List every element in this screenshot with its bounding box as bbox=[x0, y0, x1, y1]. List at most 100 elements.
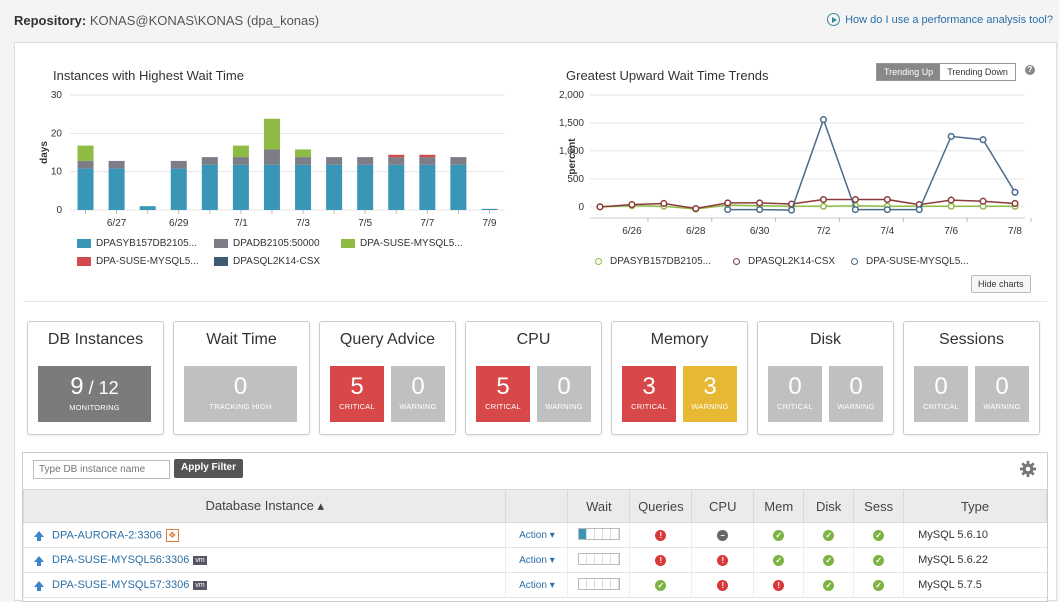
line-point bbox=[947, 132, 955, 140]
tile-title: Wait Time bbox=[206, 331, 277, 348]
main-panel: Instances with Highest Wait Time 0 10 20 30… bbox=[14, 42, 1057, 602]
table-row[interactable]: DPA-SUSE-MYSQL57:3306 vm Action ▾ ✓!! ✓ ✓ MySQ… bbox=[22, 572, 1047, 598]
table-row[interactable]: DPA-AURORA-2:3306 ❖ Action ▾! – ✓ ✓ ✓ MySQL 5.6… bbox=[22, 522, 1047, 548]
bar-segment bbox=[357, 164, 374, 210]
tile-disk[interactable]: Disk 0 CRITICAL 0 WARNING bbox=[757, 321, 894, 435]
help-link-text[interactable]: How do I use a performance analysis tool… bbox=[845, 13, 1053, 26]
action-dropdown[interactable]: Action ▾ bbox=[519, 555, 555, 566]
tile-count: 0 bbox=[788, 373, 802, 400]
action-dropdown[interactable]: Action ▾ bbox=[519, 530, 555, 541]
tile-count: 5 bbox=[496, 373, 510, 400]
tile-status-label: WARNING bbox=[983, 402, 1021, 411]
tile-title: Memory bbox=[650, 331, 709, 348]
aws-icon: ❖ bbox=[165, 528, 179, 542]
tile-count: 3 bbox=[703, 373, 717, 400]
bar-segment bbox=[295, 157, 312, 165]
bar-y-axis-label: days bbox=[39, 141, 50, 164]
trend-toggle: Trending Up Trending Down bbox=[876, 63, 1016, 81]
bar-segment bbox=[419, 154, 436, 158]
line-point bbox=[947, 196, 955, 204]
line-y-tick-label: 1,000 bbox=[559, 146, 584, 157]
help-icon[interactable]: ? bbox=[1025, 65, 1035, 75]
instance-link[interactable]: DPA-SUSE-MYSQL56:3306 bbox=[52, 554, 190, 566]
legend-swatch bbox=[214, 239, 228, 248]
tile-wait-time[interactable]: Wait Time 0 TRACKING HIGH bbox=[173, 321, 310, 435]
instance-type: MySQL 5.6.22 bbox=[903, 547, 1047, 573]
hide-charts-button[interactable]: Hide charts bbox=[971, 275, 1031, 293]
ok-check-icon: ✓ bbox=[773, 555, 785, 566]
apply-filter-button[interactable]: Apply Filter bbox=[174, 459, 244, 478]
ok-check-icon: ✓ bbox=[823, 580, 835, 591]
gear-icon[interactable] bbox=[1019, 460, 1037, 478]
tile-box-warning[interactable]: 0 WARNING bbox=[391, 366, 445, 422]
bar-segment bbox=[108, 168, 125, 210]
bar-segment bbox=[388, 154, 405, 158]
tile-box-critical[interactable]: 0 CRITICAL bbox=[768, 366, 822, 422]
bar-legend-item-4: DPASQL2K14-CSX bbox=[214, 256, 320, 267]
trending-down-button[interactable]: Trending Down bbox=[940, 64, 1015, 80]
bar-x-tick-label: 7/1 bbox=[234, 218, 248, 229]
line-legend-item-1: DPASQL2K14-CSX bbox=[729, 256, 835, 267]
line-x-tick-label: 6/30 bbox=[750, 226, 770, 237]
instance-table: Database Instance ▴ Wait Queries CPU Mem Disk… bbox=[22, 489, 1047, 598]
tile-box-warning[interactable]: 0 WARNING bbox=[975, 366, 1029, 422]
tile-box-critical[interactable]: 3 CRITICAL bbox=[622, 366, 676, 422]
tile-memory[interactable]: Memory 3 CRITICAL 3 WARNING bbox=[611, 321, 748, 435]
tile-status-label: CRITICAL bbox=[631, 402, 667, 411]
ok-check-icon: ✓ bbox=[823, 530, 835, 541]
tile-count: 0 bbox=[411, 373, 425, 400]
bar-y-tick-label: 20 bbox=[51, 128, 63, 139]
tile-box-warning[interactable]: 0 WARNING bbox=[537, 366, 591, 422]
wait-meter bbox=[577, 528, 620, 540]
help-link[interactable]: How do I use a performance analysis tool… bbox=[827, 13, 1053, 26]
bar-x-tick-label: 7/3 bbox=[296, 218, 310, 229]
tile-box-tracking-high[interactable]: 0 TRACKING HIGH bbox=[184, 366, 297, 422]
tile-count: 9 / 12 bbox=[70, 373, 119, 400]
line-point bbox=[724, 199, 732, 207]
line-legend-item-0: DPASYB157DB2105... bbox=[591, 256, 711, 267]
column-header-0[interactable]: Database Instance ▴ bbox=[22, 489, 507, 523]
tile-box-critical[interactable]: 5 CRITICAL bbox=[330, 366, 384, 422]
legend-swatch bbox=[729, 257, 743, 266]
tile-box-warning[interactable]: 3 WARNING bbox=[683, 366, 737, 422]
tile-status-label: MONITORING bbox=[69, 403, 120, 412]
tile-sessions[interactable]: Sessions 0 CRITICAL 0 WARNING bbox=[903, 321, 1040, 435]
tile-title: Query Advice bbox=[339, 331, 436, 348]
table-row[interactable]: DPA-SUSE-MYSQL56:3306 vm Action ▾!! ✓ ✓ ✓ MySQ… bbox=[22, 547, 1047, 573]
line-chart-title: Greatest Upward Wait Time Trends bbox=[566, 68, 769, 83]
bar-legend-item-1: DPADB2105:50000 bbox=[214, 238, 320, 249]
instance-link[interactable]: DPA-SUSE-MYSQL57:3306 bbox=[52, 579, 190, 591]
bar-y-tick-label: 30 bbox=[51, 90, 63, 101]
critical-alert-icon: ! bbox=[773, 580, 785, 591]
bar-segment bbox=[295, 164, 312, 210]
line-chart: 0 500 1,000 1,500 2,000 percent 6/26 6/28 6/30 7/… bbox=[559, 90, 1032, 237]
tile-box-critical[interactable]: 0 CRITICAL bbox=[914, 366, 968, 422]
action-dropdown[interactable]: Action ▾ bbox=[519, 580, 555, 591]
tile-box-monitoring[interactable]: 9 / 12 MONITORING bbox=[38, 366, 151, 422]
column-header-8: Type bbox=[903, 489, 1047, 523]
tile-status-label: WARNING bbox=[399, 402, 437, 411]
instance-link[interactable]: DPA-AURORA-2:3306 bbox=[52, 528, 162, 541]
line-point bbox=[692, 204, 700, 213]
line-point bbox=[660, 199, 668, 208]
line-point bbox=[756, 206, 764, 214]
repository-value: KONAS@KONAS\KONAS (dpa_konas) bbox=[89, 13, 320, 28]
bar-segment bbox=[170, 168, 187, 210]
tile-cpu[interactable]: CPU 5 CRITICAL 0 WARNING bbox=[465, 321, 602, 435]
trending-up-button[interactable]: Trending Up bbox=[877, 64, 941, 80]
line-point bbox=[819, 196, 828, 204]
legend-swatch bbox=[847, 257, 861, 266]
instance-filter-input[interactable] bbox=[33, 460, 170, 479]
bar-segment bbox=[77, 160, 94, 169]
tile-title: DB Instances bbox=[47, 331, 144, 348]
tile-box-warning[interactable]: 0 WARNING bbox=[829, 366, 883, 422]
tile-db-instances[interactable]: DB Instances 9 / 12 MONITORING bbox=[27, 321, 164, 435]
line-point bbox=[851, 196, 859, 204]
line-series bbox=[727, 117, 1016, 211]
line-point bbox=[979, 136, 987, 144]
tile-query-advice[interactable]: Query Advice 5 CRITICAL 0 WARNING bbox=[319, 321, 456, 435]
tile-box-critical[interactable]: 5 CRITICAL bbox=[476, 366, 530, 422]
bar-segment bbox=[108, 160, 125, 169]
tile-status-label: CRITICAL bbox=[485, 402, 521, 411]
line-y-tick-label: 500 bbox=[567, 174, 584, 185]
